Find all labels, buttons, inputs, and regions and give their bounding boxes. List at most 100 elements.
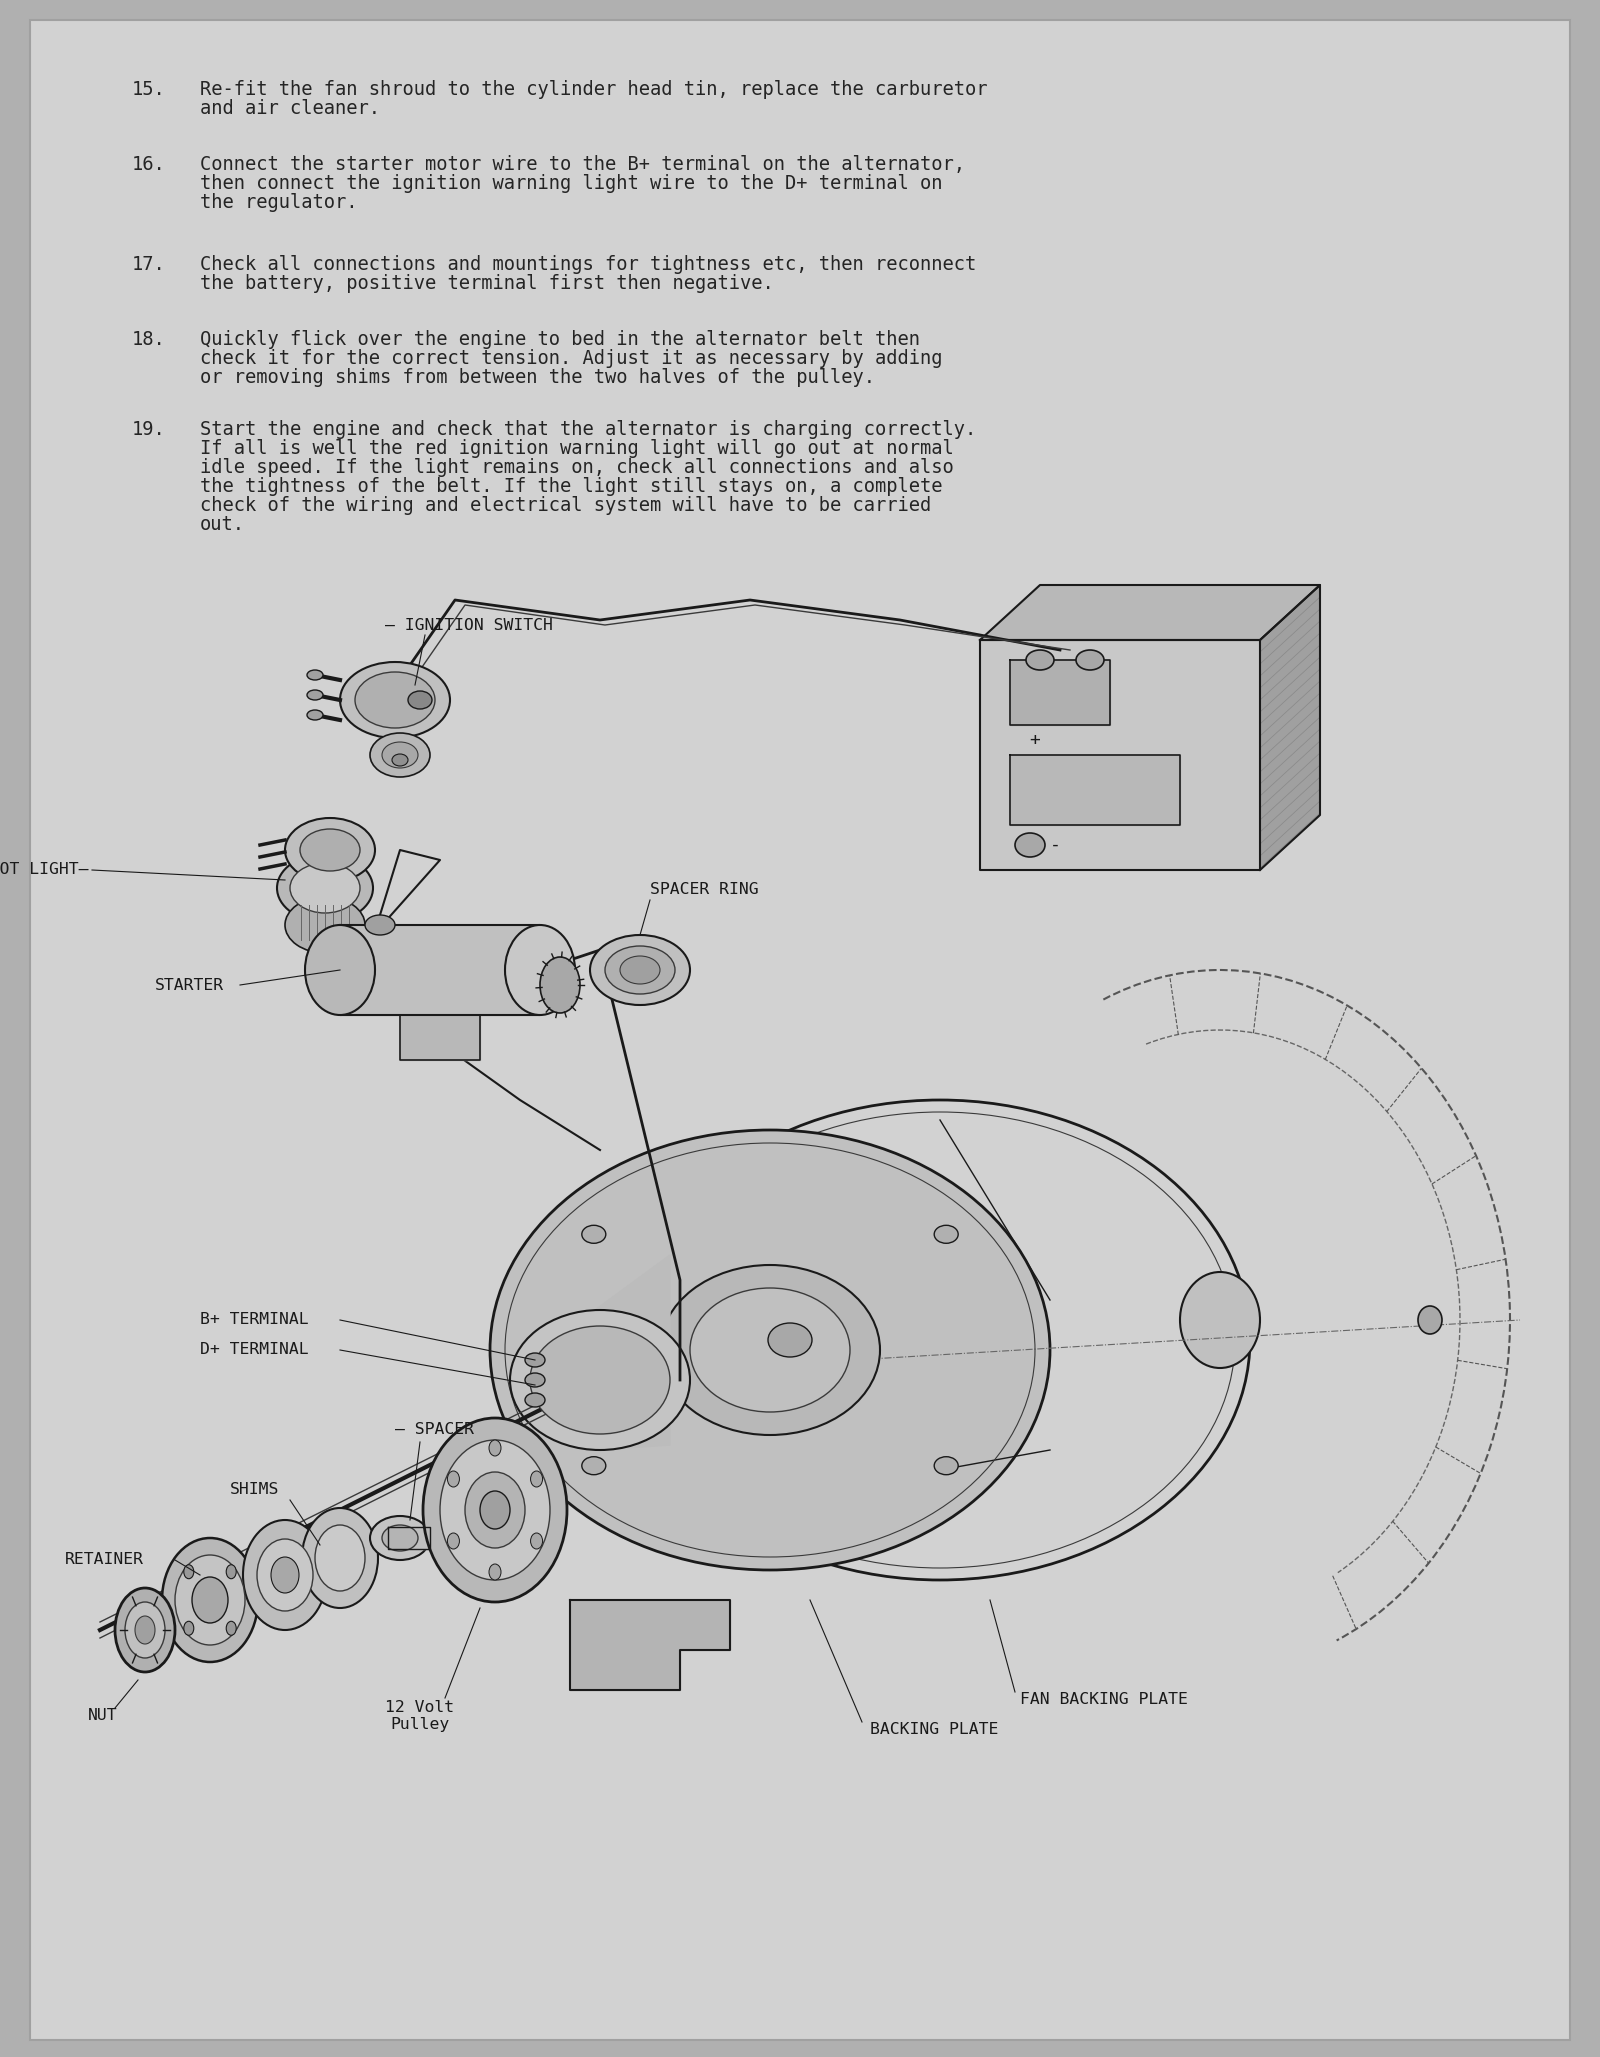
Ellipse shape xyxy=(365,915,395,936)
Ellipse shape xyxy=(302,1508,378,1609)
Ellipse shape xyxy=(408,691,432,710)
Text: the regulator.: the regulator. xyxy=(200,193,357,212)
Ellipse shape xyxy=(115,1588,174,1672)
Text: or removing shims from between the two halves of the pulley.: or removing shims from between the two h… xyxy=(200,368,875,387)
Text: and air cleaner.: and air cleaner. xyxy=(200,99,381,117)
Ellipse shape xyxy=(307,671,323,681)
Ellipse shape xyxy=(768,1323,813,1358)
Text: Quickly flick over the engine to bed in the alternator belt then: Quickly flick over the engine to bed in … xyxy=(200,329,920,350)
Ellipse shape xyxy=(307,689,323,699)
Text: IDIOT LIGHT—: IDIOT LIGHT— xyxy=(0,862,88,878)
Polygon shape xyxy=(595,1255,670,1450)
Text: then connect the ignition warning light wire to the D+ terminal on: then connect the ignition warning light … xyxy=(200,175,942,193)
Ellipse shape xyxy=(1181,1271,1261,1368)
Ellipse shape xyxy=(1014,833,1045,858)
Ellipse shape xyxy=(480,1491,510,1528)
Text: BACKING PLATE: BACKING PLATE xyxy=(870,1722,998,1738)
Ellipse shape xyxy=(490,1563,501,1580)
Ellipse shape xyxy=(174,1555,245,1646)
Ellipse shape xyxy=(184,1565,194,1578)
Polygon shape xyxy=(979,584,1320,640)
Ellipse shape xyxy=(605,946,675,994)
Ellipse shape xyxy=(590,936,690,1006)
Ellipse shape xyxy=(440,1440,550,1580)
Ellipse shape xyxy=(466,1473,525,1549)
Ellipse shape xyxy=(1418,1306,1442,1335)
Polygon shape xyxy=(400,1014,480,1059)
Text: NUT: NUT xyxy=(88,1707,118,1722)
Ellipse shape xyxy=(306,926,374,1014)
Text: B+ TERMINAL: B+ TERMINAL xyxy=(200,1312,309,1327)
Text: RETAINER: RETAINER xyxy=(66,1553,144,1567)
Text: STARTER: STARTER xyxy=(155,977,224,991)
Ellipse shape xyxy=(243,1520,326,1629)
Text: 12 Volt
Pulley: 12 Volt Pulley xyxy=(386,1699,454,1732)
Text: — IGNITION SWITCH: — IGNITION SWITCH xyxy=(386,617,554,631)
Text: SHIMS: SHIMS xyxy=(230,1483,280,1497)
Ellipse shape xyxy=(541,957,579,1012)
Ellipse shape xyxy=(370,1516,430,1559)
Ellipse shape xyxy=(290,864,360,913)
Ellipse shape xyxy=(270,1557,299,1592)
Ellipse shape xyxy=(490,1129,1050,1569)
Text: +: + xyxy=(1029,730,1040,749)
Text: 16.: 16. xyxy=(131,154,165,175)
Text: check of the wiring and electrical system will have to be carried: check of the wiring and electrical syste… xyxy=(200,496,931,514)
Ellipse shape xyxy=(661,1265,880,1436)
Ellipse shape xyxy=(582,1456,606,1475)
Polygon shape xyxy=(570,1600,730,1691)
Ellipse shape xyxy=(934,1226,958,1242)
Text: 17.: 17. xyxy=(131,255,165,274)
Polygon shape xyxy=(339,926,541,1014)
Ellipse shape xyxy=(355,673,435,728)
Ellipse shape xyxy=(285,897,365,952)
Ellipse shape xyxy=(934,1456,958,1475)
Ellipse shape xyxy=(134,1617,155,1644)
Polygon shape xyxy=(1010,755,1181,825)
Ellipse shape xyxy=(422,1417,566,1602)
Ellipse shape xyxy=(1075,650,1104,671)
Text: D+ TERMINAL: D+ TERMINAL xyxy=(200,1343,309,1358)
Ellipse shape xyxy=(448,1532,459,1549)
Text: 19.: 19. xyxy=(131,420,165,438)
Polygon shape xyxy=(1010,660,1110,724)
Ellipse shape xyxy=(582,1226,606,1242)
Ellipse shape xyxy=(315,1524,365,1590)
Text: 15.: 15. xyxy=(131,80,165,99)
Ellipse shape xyxy=(621,957,661,983)
Text: Check all connections and mountings for tightness etc, then reconnect: Check all connections and mountings for … xyxy=(200,255,976,274)
Ellipse shape xyxy=(285,819,374,882)
Ellipse shape xyxy=(382,743,418,767)
Text: the battery, positive terminal first then negative.: the battery, positive terminal first the… xyxy=(200,274,774,292)
Text: — SPACER: — SPACER xyxy=(395,1423,474,1438)
Ellipse shape xyxy=(690,1288,850,1411)
Ellipse shape xyxy=(258,1539,314,1611)
Text: the tightness of the belt. If the light still stays on, a complete: the tightness of the belt. If the light … xyxy=(200,477,942,496)
Polygon shape xyxy=(1261,584,1320,870)
Ellipse shape xyxy=(490,1440,501,1456)
Ellipse shape xyxy=(531,1532,542,1549)
Text: FAN BACKING PLATE: FAN BACKING PLATE xyxy=(1021,1693,1187,1707)
Text: idle speed. If the light remains on, check all connections and also: idle speed. If the light remains on, che… xyxy=(200,459,954,477)
Ellipse shape xyxy=(370,732,430,778)
Ellipse shape xyxy=(525,1393,546,1407)
Ellipse shape xyxy=(226,1565,237,1578)
Text: Start the engine and check that the alternator is charging correctly.: Start the engine and check that the alte… xyxy=(200,420,976,438)
Ellipse shape xyxy=(382,1524,418,1551)
Text: If all is well the red ignition warning light will go out at normal: If all is well the red ignition warning … xyxy=(200,438,954,459)
Text: out.: out. xyxy=(200,514,245,535)
Ellipse shape xyxy=(510,1310,690,1450)
Ellipse shape xyxy=(192,1578,229,1623)
Ellipse shape xyxy=(339,662,450,738)
Polygon shape xyxy=(979,640,1261,870)
Text: SPACER RING: SPACER RING xyxy=(650,882,758,897)
Ellipse shape xyxy=(506,926,574,1014)
Ellipse shape xyxy=(125,1602,165,1658)
Ellipse shape xyxy=(1026,650,1054,671)
Ellipse shape xyxy=(307,710,323,720)
Ellipse shape xyxy=(525,1354,546,1368)
Text: -: - xyxy=(1050,835,1061,854)
Text: Re-fit the fan shroud to the cylinder head tin, replace the carburetor: Re-fit the fan shroud to the cylinder he… xyxy=(200,80,987,99)
Text: check it for the correct tension. Adjust it as necessary by adding: check it for the correct tension. Adjust… xyxy=(200,350,942,368)
Ellipse shape xyxy=(226,1621,237,1635)
